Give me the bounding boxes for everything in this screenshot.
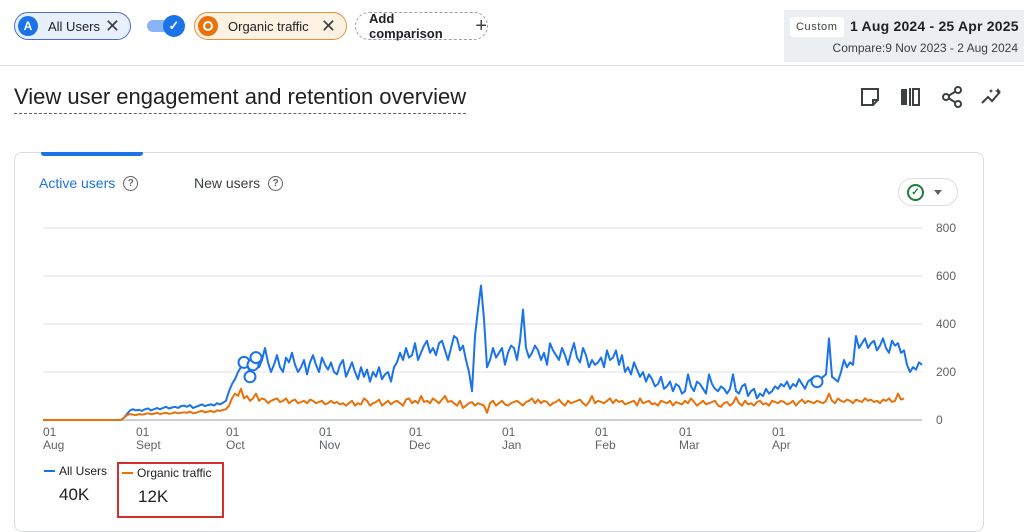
y-tick-label: 800 bbox=[936, 221, 956, 235]
legend-swatch-blue bbox=[44, 470, 55, 472]
x-tick-label: Dec bbox=[409, 438, 430, 452]
note-icon[interactable] bbox=[857, 84, 883, 110]
segment-label-organic-traffic: Organic traffic bbox=[228, 18, 309, 34]
x-tick-label: 01 bbox=[679, 425, 693, 439]
insights-icon[interactable] bbox=[979, 84, 1005, 110]
legend-organic-traffic[interactable]: Organic traffic 12K bbox=[117, 462, 224, 518]
compare-columns-icon[interactable] bbox=[897, 84, 923, 110]
legend-label: All Users bbox=[59, 464, 108, 478]
tab-label: Active users bbox=[39, 175, 116, 191]
legend-value: 40K bbox=[59, 485, 90, 504]
tab-new-users[interactable]: New users ? bbox=[194, 175, 284, 191]
x-tick-label: 01 bbox=[772, 425, 786, 439]
x-tick-label: Aug bbox=[43, 438, 64, 452]
help-icon[interactable]: ? bbox=[123, 175, 139, 191]
page-title[interactable]: View user engagement and retention overv… bbox=[14, 84, 467, 114]
add-comparison-label: Add comparison bbox=[369, 11, 443, 41]
check-icon: ✓ bbox=[163, 15, 185, 37]
segment-badge-o bbox=[198, 16, 218, 36]
series-line-all-users bbox=[43, 284, 923, 421]
x-tick-label: Feb bbox=[595, 438, 616, 452]
legend-swatch-orange bbox=[122, 472, 133, 474]
active-tab-indicator bbox=[41, 152, 143, 156]
x-tick-label: Apr bbox=[772, 438, 791, 452]
x-tick-label: Sept bbox=[136, 438, 161, 452]
y-tick-label: 600 bbox=[936, 269, 956, 283]
close-icon[interactable]: ✕ bbox=[104, 16, 120, 36]
x-tick-label: 01 bbox=[226, 425, 240, 439]
caret-down-icon bbox=[934, 189, 942, 195]
plus-icon: + bbox=[475, 15, 487, 37]
check-circle-icon: ✓ bbox=[907, 183, 924, 201]
tab-active-users[interactable]: Active users ? bbox=[39, 175, 139, 191]
x-tick-label: Mar bbox=[679, 438, 700, 452]
y-tick-label: 0 bbox=[936, 413, 943, 427]
x-tick-label: 01 bbox=[43, 425, 57, 439]
annotation-marker bbox=[810, 375, 824, 389]
legend-value: 12K bbox=[138, 487, 169, 506]
share-icon[interactable] bbox=[939, 84, 965, 110]
segment-label-all-users: All Users bbox=[48, 18, 101, 34]
segment-chip-all-users[interactable]: A All Users ✕ bbox=[14, 12, 131, 40]
segment-bar: A All Users ✕ ✓ Organic traffic ✕ Add co… bbox=[0, 0, 1024, 66]
close-icon[interactable]: ✕ bbox=[320, 16, 336, 36]
segment-badge-a: A bbox=[18, 16, 38, 36]
legend-all-users[interactable]: All Users 40K bbox=[44, 464, 107, 505]
x-tick-label: 01 bbox=[595, 425, 609, 439]
add-comparison-button[interactable]: Add comparison + bbox=[355, 11, 488, 41]
tab-label: New users bbox=[194, 175, 261, 191]
series-line-organic-traffic bbox=[43, 387, 905, 421]
x-tick-label: 01 bbox=[136, 425, 150, 439]
legend-label: Organic traffic bbox=[137, 466, 212, 480]
date-range-value: 1 Aug 2024 - 25 Apr 2025 bbox=[850, 18, 1019, 34]
help-icon[interactable]: ? bbox=[268, 175, 284, 191]
x-tick-label: 01 bbox=[502, 425, 516, 439]
x-tick-label: 01 bbox=[409, 425, 423, 439]
y-tick-label: 200 bbox=[936, 365, 956, 379]
active-users-card: Active users ? New users ? ✓ bbox=[14, 152, 984, 532]
x-tick-label: Oct bbox=[226, 438, 245, 452]
x-tick-label: 01 bbox=[319, 425, 333, 439]
segment-chip-organic-traffic[interactable]: Organic traffic ✕ bbox=[194, 12, 347, 40]
date-range-picker[interactable]: Custom 1 Aug 2024 - 25 Apr 2025 Compare:… bbox=[784, 10, 1024, 62]
annotation-marker bbox=[249, 351, 263, 365]
x-tick-label: Nov bbox=[319, 438, 340, 452]
date-range-tag: Custom bbox=[790, 17, 844, 37]
x-tick-label: Jan bbox=[502, 438, 521, 452]
data-quality-status-button[interactable]: ✓ bbox=[898, 178, 958, 206]
y-tick-label: 400 bbox=[936, 317, 956, 331]
date-compare-value: Compare:9 Nov 2023 - 2 Aug 2024 bbox=[832, 41, 1018, 55]
annotation-marker bbox=[243, 370, 257, 384]
comparison-toggle[interactable]: ✓ bbox=[147, 15, 185, 37]
